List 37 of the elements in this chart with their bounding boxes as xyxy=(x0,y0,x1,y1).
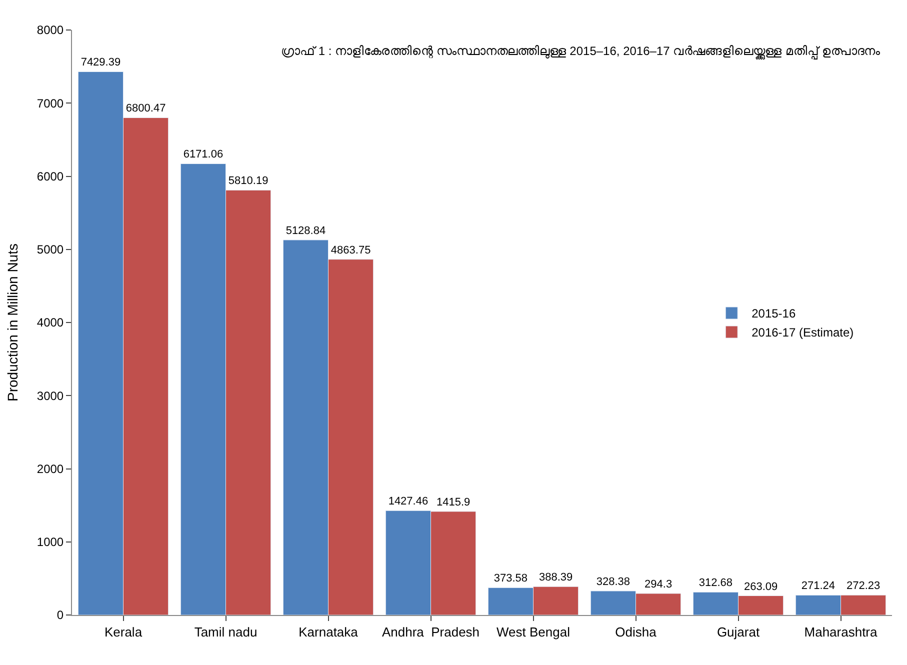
y-tick-label: 0 xyxy=(56,608,64,622)
y-tick-label: 7000 xyxy=(36,96,64,110)
data-label: 294.3 xyxy=(644,578,672,590)
y-axis-title: Production in Million Nuts xyxy=(4,244,20,402)
legend-label: 2016-17 (Estimate) xyxy=(752,326,854,340)
x-tick-label: Tamil nadu xyxy=(194,624,258,640)
x-tick-label: Maharashtra xyxy=(804,624,878,640)
x-tick-label: Odisha xyxy=(615,624,658,640)
y-tick-label: 5000 xyxy=(36,242,64,257)
data-label: 1415.9 xyxy=(436,496,470,508)
data-label: 271.24 xyxy=(801,580,836,592)
y-tick-label: 1000 xyxy=(36,535,64,550)
data-label: 328.38 xyxy=(596,576,630,588)
data-label: 5810.19 xyxy=(228,175,268,188)
y-tick-label: 2000 xyxy=(36,462,64,476)
data-label: 4863.75 xyxy=(330,244,371,256)
data-label: 388.39 xyxy=(538,572,573,584)
x-tick-label: Kerala xyxy=(104,624,143,640)
data-label: 312.68 xyxy=(698,577,733,590)
data-label: 6800.47 xyxy=(126,102,166,115)
x-tick-label: Gujarat xyxy=(716,624,760,640)
data-label: 7429.39 xyxy=(80,56,121,69)
y-tick-label: 8000 xyxy=(36,23,64,38)
x-tick-label: Karnataka xyxy=(298,624,359,640)
x-tick-label: West Bengal xyxy=(496,624,570,640)
x-tick-label: Andhra Pradesh xyxy=(382,624,480,640)
data-label: 6171.06 xyxy=(183,148,224,161)
y-tick-label: 6000 xyxy=(36,169,64,184)
legend-label: 2015-16 xyxy=(752,306,796,321)
data-label: 373.58 xyxy=(494,572,528,585)
data-label: 272.23 xyxy=(846,580,880,592)
y-tick-label: 4000 xyxy=(36,316,64,330)
y-tick-label: 3000 xyxy=(36,388,64,403)
data-label: 1427.46 xyxy=(388,496,428,508)
text: ഗ്രാഫ് 1 : നാളികേരത്തിന്റെ സംസ്ഥാനതലത്തിലുള്ള 2015–16, 2016–17 വർഷങ്ങളിലെയ്ക്കുള്ള മതിപ്പ് ഉത്പാദനം xyxy=(281,44,881,59)
data-label: 5128.84 xyxy=(286,224,326,237)
data-label: 263.09 xyxy=(744,580,778,593)
